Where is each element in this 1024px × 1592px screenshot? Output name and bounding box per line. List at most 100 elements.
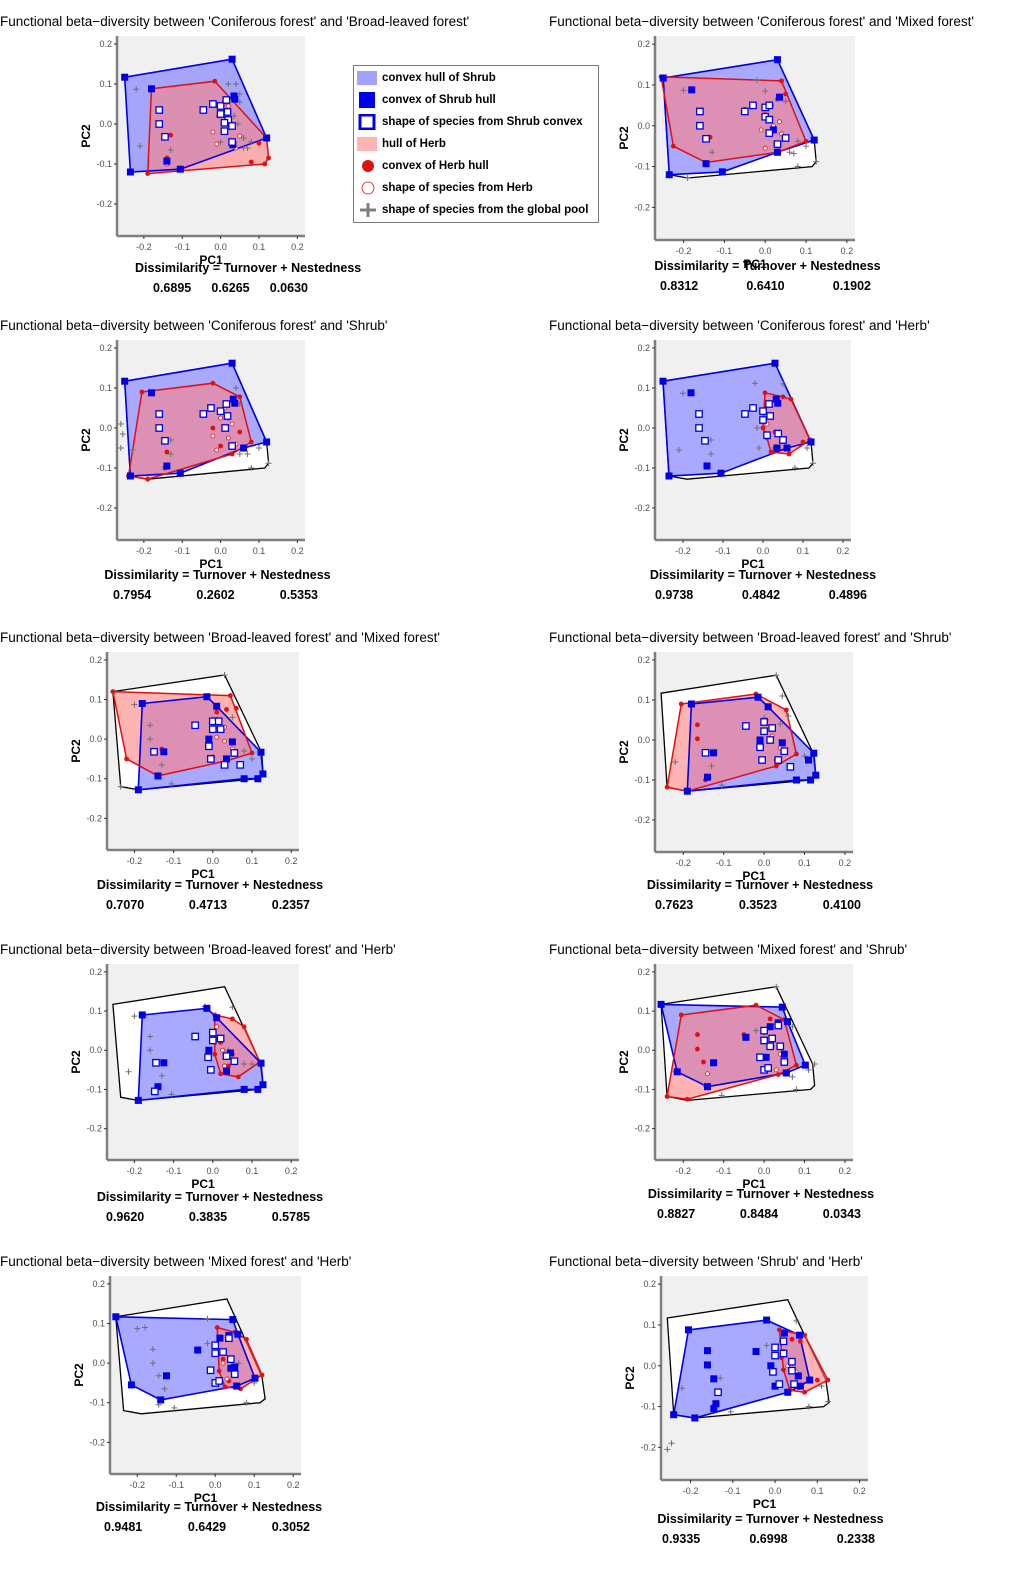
herb-hull-point [775,1072,781,1077]
herb-species-point [210,129,216,135]
shrub-species-point [759,416,767,424]
herb-hull-point [210,380,216,386]
shrub-hull-point [223,1067,231,1075]
shrub-species-point [714,1388,722,1397]
global-species-point [240,135,247,141]
x-tick-label: 0.1 [798,858,811,868]
shrub-hull-point [773,444,781,452]
global-species-point [134,1325,141,1332]
shrub-hull-point [257,1059,265,1067]
x-tick-label: 0.2 [841,246,854,256]
herb-species-point [237,133,243,139]
global-species-point [167,451,174,457]
panel-title: Functional beta−diversity between 'Conif… [549,14,974,29]
global-species-point [147,1047,154,1054]
global-species-point [668,1440,675,1447]
global-species-point [142,1324,149,1331]
global-species-point [147,1033,154,1040]
hull-b-fill [763,392,811,454]
shrub-species-point [781,134,790,142]
global-species-point [793,1086,800,1093]
nestedness-value: 0.3052 [271,1520,310,1534]
y-tick-label: 0.2 [89,655,102,665]
x-tick-label: -0.1 [174,242,190,252]
dissimilarity-value: 0.8827 [657,1207,696,1221]
shrub-hull-point [801,1061,809,1069]
global-species-point [792,465,798,471]
global-species-point [718,1092,725,1099]
herb-species-point [214,734,220,740]
herb-hull-point [664,1094,670,1099]
y-tick-label: -0.2 [640,1442,656,1452]
shrub-hull-point [772,395,780,403]
x-axis-title: PC1 [191,867,215,881]
shrub-hull-point [126,472,134,480]
shrub-hull-point [229,395,237,403]
global-species-point [805,1403,812,1410]
shrub-hull-point [163,1372,171,1380]
shrub-species-point [701,436,709,445]
shrub-hull-point [254,775,262,783]
shrub-hull-point [154,772,162,780]
global-species-point [117,421,124,427]
shrub-hull-point [138,699,146,707]
herb-species-point [222,738,227,744]
panel-title: Functional beta−diversity between 'Broad… [549,630,952,645]
herb-hull-point [214,1325,220,1330]
shrub-hull-point [783,444,791,452]
panel-title: Functional beta−diversity between 'Conif… [549,318,930,333]
shrub-hull-point [810,136,818,144]
x-tick-label: 0.1 [797,546,810,556]
y-axis-title: PC2 [623,1366,637,1390]
shrub-hull-point [764,703,772,711]
hull-b-fill [147,81,269,174]
y-tick-label: -0.1 [86,1084,102,1094]
y-axis-title: PC2 [72,1363,86,1387]
shrub-species-point [216,110,225,118]
x-tick-label: 0.0 [758,858,771,868]
global-species-point [158,1072,165,1079]
shrub-species-point [766,1042,775,1051]
y-tick-label: 0.1 [99,383,112,393]
herb-hull-point [802,1389,808,1395]
shrub-hull-point [775,93,783,101]
shrub-species-point [155,106,164,114]
open-circle-icon [354,178,380,198]
shrub-hull-point [794,1372,802,1380]
herb-species-point [220,1047,225,1053]
herb-hull-point [814,1377,820,1383]
shrub-species-point [695,424,703,432]
shrub-hull-point [778,1003,786,1011]
shrub-hull-point [754,693,762,701]
y-tick-label: 0.2 [643,1279,656,1289]
global-species-point [676,447,682,453]
y-axis-title: PC2 [79,124,93,148]
global-species-point [680,390,686,397]
global-species-point [129,447,136,453]
x-tick-label: 0.2 [839,1166,852,1176]
shrub-hull-point [778,739,786,747]
shrub-hull-point [233,1382,241,1390]
legend-item: convex of Shrub hull [354,90,496,110]
x-tick-label: 0.1 [246,856,259,866]
x-tick-label: 0.2 [291,546,304,556]
y-tick-label: 0.1 [637,1006,650,1016]
x-tick-label: 0.1 [253,242,266,252]
y-tick-label: 0.1 [637,383,650,393]
shrub-species-point [216,725,225,734]
herb-hull-point [235,1074,241,1080]
shrub-hull-point [687,389,695,397]
shrub-species-point [742,722,750,730]
shrub-hull-point [810,749,818,757]
shrub-species-point [774,1021,783,1030]
shrub-species-point [696,121,704,130]
x-tick-label: -0.1 [169,1480,185,1490]
herb-species-point [773,1067,779,1073]
legend-label: shape of species from Shrub convex [382,116,583,128]
stats-formula: Dissimilarity = Turnover + Nestedness [647,1187,875,1201]
shrub-hull-point [228,738,236,746]
shrub-species-point [216,102,225,110]
stats-formula: Dissimilarity = Turnover + Nestedness [657,1512,884,1526]
y-tick-label: -0.2 [634,815,650,825]
shrub-species-point [219,1348,227,1356]
